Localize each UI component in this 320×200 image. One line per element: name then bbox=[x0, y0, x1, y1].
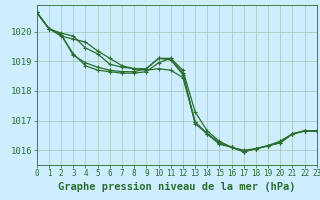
X-axis label: Graphe pression niveau de la mer (hPa): Graphe pression niveau de la mer (hPa) bbox=[58, 182, 296, 192]
